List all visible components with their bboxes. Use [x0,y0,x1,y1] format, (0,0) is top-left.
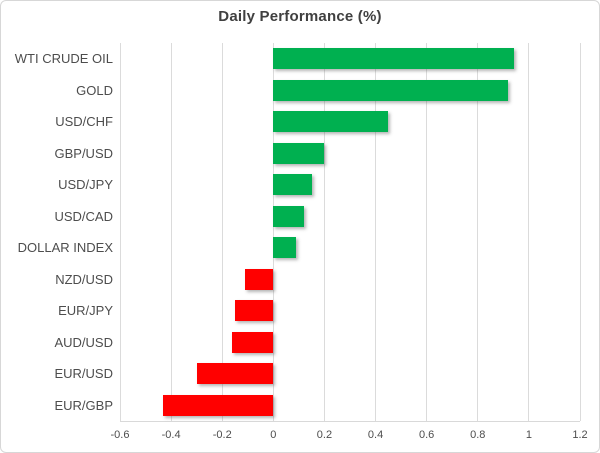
x-tick-label: 1.2 [572,429,588,441]
x-tick-label: -0.4 [161,429,181,441]
gridline [528,43,530,421]
gridline [579,43,581,421]
x-tick-label: 0.6 [419,429,435,441]
x-tick-label: -0.2 [212,429,232,441]
gridline [477,43,479,421]
gridline [119,43,121,421]
x-tick-label: -0.6 [110,429,130,441]
category-label: NZD/USD [55,271,113,287]
category-label: WTI CRUDE OIL [14,51,113,66]
x-axis-line [120,421,580,422]
category-label: GOLD [76,82,113,98]
bar-wti-crude-oil [273,48,514,70]
category-label: EUR/GBP [54,397,113,413]
gridline [426,43,428,421]
gridline [272,43,274,421]
gridline [375,43,377,421]
category-axis-labels: WTI CRUDE OIL GOLD USD/CHF GBP/USD USD/JPY US… [1,43,113,421]
x-axis-tick-labels: -0.6 -0.4 -0.2 0 0.2 0.4 0.6 0.8 1 1.2 [1,428,599,446]
category-label: AUD/USD [54,334,113,350]
category-label: USD/CAD [54,208,113,224]
category-label: USD/CHF [55,114,113,129]
bar-nzd-usd [245,268,274,290]
gridline [221,43,223,421]
gridline [170,43,172,421]
plot-area [119,43,581,422]
bar-eur-jpy [235,300,274,322]
bar-eur-gbp [163,394,274,416]
bar-aud-usd [232,331,274,353]
category-label: EUR/USD [54,366,113,381]
category-label: USD/JPY [58,177,113,192]
bar-dollar-index [273,237,297,259]
category-label: GBP/USD [54,145,113,161]
chart-title: Daily Performance (%) [218,8,382,25]
bar-eur-usd [196,363,274,385]
x-tick-label: 0.2 [316,429,333,441]
bar-gbp-usd [273,142,325,164]
bar-gold [273,79,509,101]
x-tick-label: 0.4 [367,429,384,441]
x-tick-label: 0 [270,429,277,441]
category-label: DOLLAR INDEX [17,240,113,255]
gridline [323,43,325,421]
bar-usd-cad [273,205,304,227]
category-label: EUR/JPY [58,303,113,318]
x-tick-label: 0.8 [470,429,486,441]
x-tick-label: 1 [525,429,532,441]
bar-usd-jpy [273,174,312,196]
bar-usd-chf [273,111,389,133]
